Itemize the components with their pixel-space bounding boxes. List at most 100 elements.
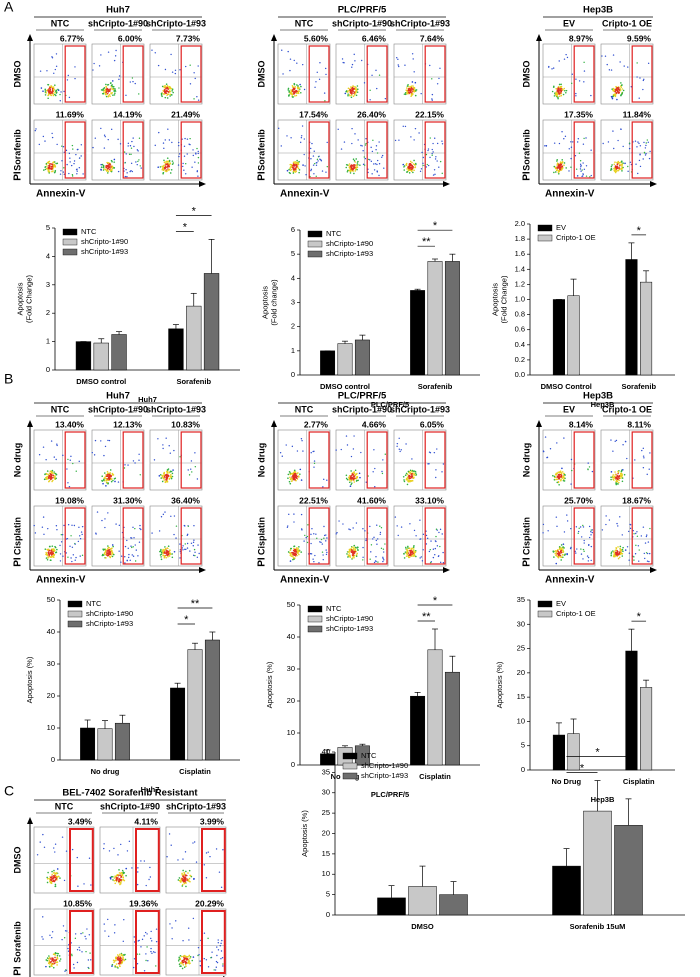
event-dot [294,86,297,88]
y-tick-label: 4 [291,273,295,282]
event-dot [300,137,303,139]
event-dot [326,165,328,168]
event-dot [139,524,141,527]
event-dot [42,90,44,92]
event-dot [191,959,194,962]
plot-frame [335,429,389,491]
gate-box [573,507,595,565]
gate-percent: 19.36% [129,898,158,908]
event-dot [405,555,408,557]
event-dot [103,477,106,479]
event-dot [556,481,559,484]
event-dot [546,456,549,459]
event-dot [47,90,49,92]
event-dot [59,960,61,962]
event-dot [438,77,440,80]
event-dot [287,87,290,90]
gate-percent: 6.77% [60,33,85,43]
event-dot [108,93,111,96]
event-dot [59,93,61,96]
event-dot [120,561,122,563]
event-dot [349,92,352,94]
event-dot [123,918,125,921]
event-dot [102,91,105,93]
legend-label: Cripto-1 OE [556,233,596,242]
event-dot [559,555,561,558]
row-label: DMSO [256,61,266,88]
event-dot [49,934,51,936]
event-dot [436,545,439,547]
event-dot [288,480,291,483]
event-dot [297,163,299,166]
event-dot [324,100,326,102]
event-dot [558,170,561,173]
event-dot [120,879,122,882]
event-dot [354,551,356,553]
event-dot [111,549,113,552]
event-dot [51,469,54,472]
event-dot [346,478,349,481]
event-dot [166,90,168,93]
event-dot [620,472,622,475]
event-dot [45,552,48,555]
event-dot [89,959,92,961]
event-dot [403,93,406,95]
event-dot [103,847,105,850]
event-dot [293,545,296,548]
y-tick-label: 0 [521,765,525,774]
event-dot [292,96,294,98]
event-dot [579,526,582,528]
event-dot [564,91,567,94]
event-dot [207,851,209,853]
event-dot [412,58,414,60]
event-dot [579,168,582,170]
y-tick-label: 15 [322,849,330,858]
event-dot [81,554,84,557]
event-dot [297,552,299,555]
event-dot [298,160,301,163]
event-dot [108,473,111,476]
event-dot [42,916,44,918]
significance-mark: ** [422,611,431,623]
legend-swatch [67,600,83,608]
event-dot [588,525,591,528]
event-dot [103,478,105,481]
event-dot [576,175,579,177]
event-dot [47,476,50,478]
event-dot [647,141,649,143]
event-dot [612,476,614,479]
event-dot [350,455,353,458]
event-dot [300,85,302,88]
event-dot [617,550,619,553]
event-dot [131,170,134,173]
event-dot [362,528,364,530]
event-dot [557,550,560,553]
column-header: NTC [295,18,314,28]
event-dot [177,959,180,962]
event-dot [100,89,103,91]
event-dot [144,931,147,934]
event-dot [66,163,68,166]
event-dot [292,172,295,174]
event-dot [59,958,62,960]
event-dot [163,147,165,150]
event-dot [138,459,140,461]
event-dot [313,560,315,563]
event-dot [43,846,46,848]
event-dot [52,161,55,163]
event-dot [117,170,120,173]
event-dot [406,548,408,551]
event-dot [396,525,398,527]
event-dot [608,519,611,521]
event-dot [60,170,62,172]
event-dot [365,481,367,483]
x-tick-label: DMSO control [76,377,126,386]
event-dot [351,477,354,480]
plot-frame [91,119,145,181]
event-dot [542,523,545,526]
event-dot [435,535,437,538]
y-tick-label: 6 [291,225,295,234]
event-dot [419,519,421,521]
event-dot [588,466,591,468]
